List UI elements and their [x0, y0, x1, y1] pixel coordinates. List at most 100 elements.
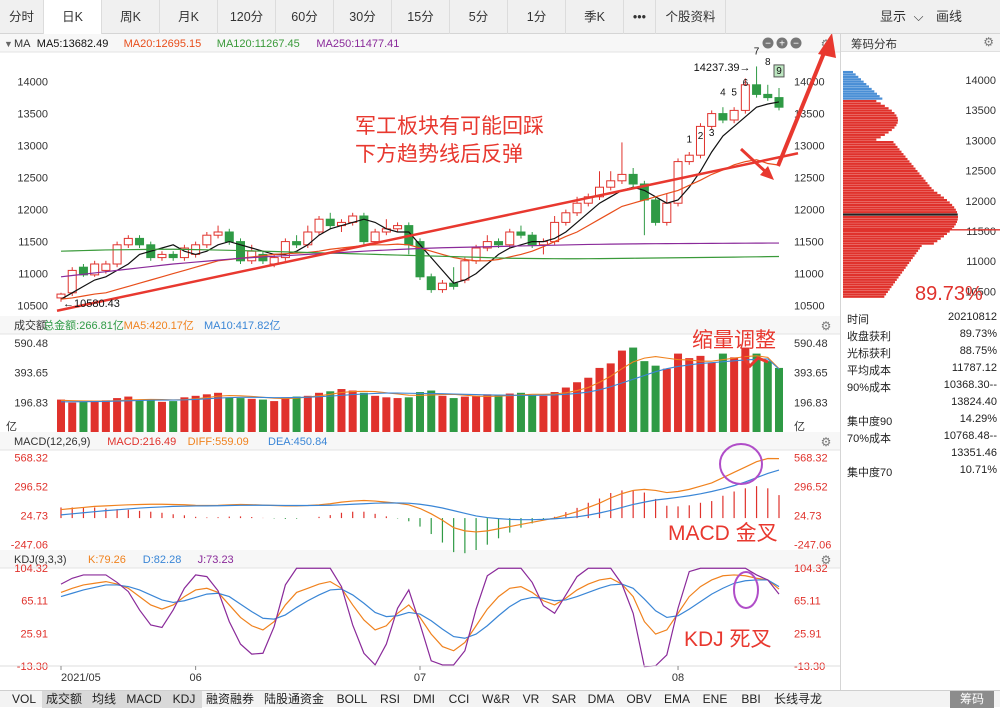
y-tick-label-right: 568.32 [794, 453, 828, 465]
period-tab[interactable]: 60分 [276, 0, 334, 34]
volume-bar [483, 394, 492, 432]
unit-label: 亿 [6, 420, 17, 433]
high-price-label: 14237.39→ [694, 62, 751, 74]
y-tick-label-right: 10500 [794, 301, 825, 313]
chip-y-tick: 11000 [966, 256, 996, 268]
legend-item: K:79.26 [88, 554, 126, 566]
period-tab[interactable]: 5分 [450, 0, 508, 34]
plus-icon [776, 37, 788, 49]
period-tab[interactable]: 季K [566, 0, 624, 34]
legend-item: MA5:13682.49 [37, 38, 109, 50]
volume-bar [674, 353, 683, 432]
indicator-tab[interactable]: BOLL [336, 692, 368, 706]
volume-bar [606, 363, 615, 432]
candle-body [247, 250, 257, 262]
chip-stat-label: 70%成本 [847, 433, 892, 445]
kdj-annotation: KDJ 死叉 [684, 628, 772, 651]
period-tab[interactable]: 月K [160, 0, 218, 34]
period-toolbar: 分时 日K 周K 月K 120分 60分 30分 15分 5分 1分 季K ••• 个股资料 显示 ⌵ … [0, 0, 1000, 34]
indicator-tab[interactable]: 成交额 [42, 691, 86, 708]
panel-legend-bar [0, 550, 840, 568]
volume-bar [528, 395, 537, 432]
volume-bar [315, 392, 324, 432]
y-tick-label-right: -247.06 [794, 539, 831, 551]
chip-bar [843, 92, 877, 95]
chip-bar [843, 189, 934, 192]
period-tab[interactable]: 日K [44, 0, 102, 34]
indicator-tab[interactable]: 长线寻龙 [773, 692, 822, 706]
period-tab[interactable]: 30分 [334, 0, 392, 34]
draw-line-button[interactable]: 画线 [936, 9, 963, 24]
period-tab[interactable]: 周K [102, 0, 160, 34]
volume-bar [258, 399, 267, 432]
chip-bar [843, 126, 895, 129]
seq-count-label: 5 [731, 88, 737, 99]
legend-item: DIFF:559.09 [188, 436, 249, 448]
volume-bar [404, 397, 413, 432]
display-menu[interactable]: 显示 ⌵ [880, 0, 924, 34]
gear-icon[interactable]: ⚙ [983, 35, 994, 49]
arrow-up-head [818, 34, 836, 58]
ma-line-ma120 [60, 248, 780, 260]
indicator-tab[interactable]: DMA [587, 692, 615, 706]
chip-bar [843, 138, 877, 141]
period-tab[interactable]: 15分 [392, 0, 450, 34]
volume-bar [68, 402, 77, 432]
volume-bar [124, 396, 133, 432]
indicator-tab[interactable]: DMI [413, 692, 435, 706]
chip-tab[interactable]: 筹码 [950, 691, 994, 708]
y-tick-label-right: 11000 [794, 269, 824, 281]
period-tab[interactable]: 个股资料 [656, 0, 726, 34]
chip-stat-label: 平均成本 [847, 365, 891, 377]
indicator-tab[interactable]: EMA [663, 692, 690, 706]
volume-bar [427, 390, 436, 432]
candle-body [280, 241, 290, 259]
indicator-tab[interactable]: 融资融券 [205, 692, 254, 706]
indicator-tabs-bar: VOL 成交额 均线 MACD KDJ 融资融券 陆股通资金 BOLL RSI DMI CCI W&R… [0, 690, 1000, 708]
period-tab[interactable]: 120分 [218, 0, 276, 34]
period-tab[interactable]: 分时 [0, 0, 44, 34]
period-tab[interactable]: ••• [624, 0, 656, 34]
indicator-tab[interactable]: VOL [11, 692, 36, 706]
indicator-tab[interactable]: 陆股通资金 [263, 692, 324, 706]
candle-body [527, 234, 537, 246]
chip-bar [843, 174, 922, 178]
chip-stat-value: 88.75% [959, 345, 997, 357]
indicator-tab[interactable]: OBV [626, 692, 652, 706]
candle-body [471, 247, 481, 262]
chip-bar [843, 218, 958, 221]
chip-bar [843, 145, 898, 149]
indicator-tab[interactable]: KDJ [166, 691, 202, 708]
indicator-tab[interactable]: W&R [482, 692, 510, 706]
period-tab[interactable]: 1分 [508, 0, 566, 34]
chip-bar [843, 172, 920, 175]
indicator-tab[interactable]: VR [522, 692, 540, 706]
candle-body [157, 253, 167, 259]
indicator-tab[interactable]: CCI [448, 692, 470, 706]
volume-bar [180, 397, 189, 432]
chip-bar [843, 83, 867, 86]
chip-stat-row: 时间 20210812 [847, 311, 997, 328]
indicator-tab[interactable]: ENE [702, 692, 728, 706]
chip-bar [843, 121, 898, 124]
indicator-tab[interactable]: BBI [741, 692, 761, 706]
legend-item: MA250:11477.41 [316, 38, 399, 50]
indicator-tab[interactable]: MACD [122, 691, 166, 708]
candle-body [595, 186, 604, 198]
indicator-tab[interactable]: RSI [379, 692, 400, 706]
volume-bar [516, 392, 525, 432]
indicator-tab[interactable]: 均线 [86, 691, 122, 708]
volume-bar [730, 357, 739, 432]
y-tick-label: 590.48 [14, 338, 48, 350]
chip-stat-row: 13351.46 [847, 447, 997, 464]
kline-chart[interactable]: MA MA5:13682.49 MA20:12695.15 MA120:11267.4… [0, 34, 840, 690]
candle-body [617, 173, 627, 182]
chip-stat-row: 集中度90 14.29% [847, 413, 997, 430]
chip-stat-row: 收盘获利 89.73% [847, 328, 997, 345]
seq-count-label: 3 [709, 128, 715, 139]
chip-bar [843, 240, 938, 243]
chip-bar [843, 97, 883, 100]
chip-bar [843, 148, 900, 151]
legend-item: MA10:417.82亿 [204, 319, 280, 332]
indicator-tab[interactable]: SAR [551, 692, 577, 706]
